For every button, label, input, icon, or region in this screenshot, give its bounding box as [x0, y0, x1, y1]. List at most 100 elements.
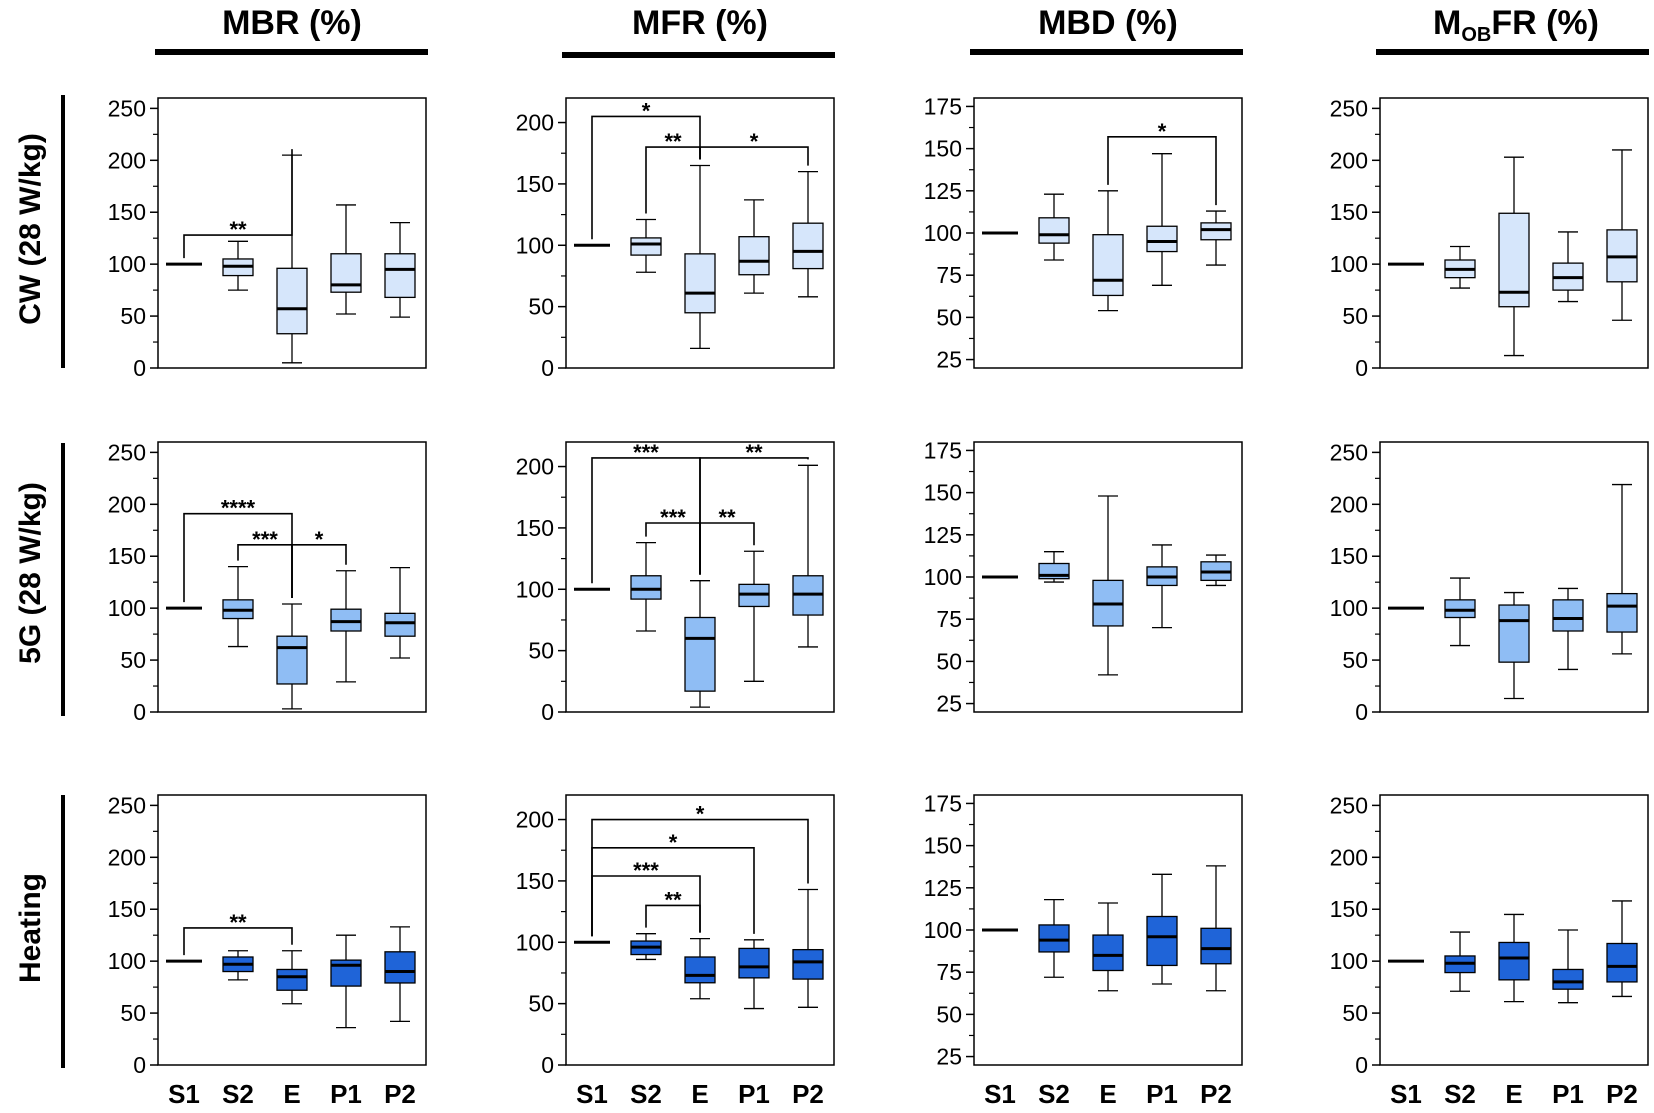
box-P2	[1606, 149, 1638, 321]
plot-frame	[157, 441, 427, 713]
box-S2	[630, 933, 662, 961]
x-tick-label: E	[1505, 1079, 1522, 1109]
y-tick-label: 125	[924, 522, 962, 548]
y-tick-label: 0	[133, 699, 146, 725]
y-tick-label: 50	[528, 991, 554, 1017]
significance-bracket: ***	[237, 527, 293, 598]
y-tick-label: 150	[108, 896, 146, 922]
x-tick-label: S2	[1444, 1079, 1476, 1109]
box-P2	[792, 464, 824, 648]
box-iqr	[1146, 225, 1178, 253]
box-iqr	[738, 236, 770, 276]
significance-label: *	[315, 527, 324, 552]
significance-bracket: *	[591, 98, 701, 240]
x-tick-label: P1	[1552, 1079, 1584, 1109]
bracket-line	[645, 146, 701, 214]
y-tick-label: 200	[516, 454, 554, 480]
x-tick-label: P2	[792, 1079, 824, 1109]
y-tick-label: 0	[541, 1052, 554, 1078]
y-tick-label: 0	[1355, 699, 1368, 725]
box-E	[1498, 913, 1530, 1003]
y-tick-label: 75	[936, 959, 962, 985]
column-title-text: MBD (%)	[1038, 4, 1178, 42]
significance-bracket: ***	[645, 505, 701, 575]
box-P2	[1606, 483, 1638, 655]
y-tick-label: 150	[108, 543, 146, 569]
box-P1	[1146, 873, 1178, 985]
column-title-mobfr: MOBFR (%)	[1376, 4, 1649, 55]
significance-bracket: *	[291, 527, 347, 598]
row-label-text: 5G (28 W/kg)	[14, 482, 47, 664]
box-P1	[1552, 231, 1584, 303]
x-tick-label: P2	[1200, 1079, 1232, 1109]
box-P1	[1552, 929, 1584, 1004]
box-E	[1092, 190, 1124, 312]
box-iqr	[384, 612, 416, 637]
box-E	[276, 603, 308, 710]
box-iqr	[684, 616, 716, 692]
box-E	[684, 164, 716, 350]
box-S2	[1444, 931, 1476, 992]
column-title-mbd: MBD (%)	[970, 4, 1243, 55]
box-E	[1498, 156, 1530, 357]
bracket-line	[699, 457, 809, 575]
y-tick-label: 100	[516, 232, 554, 258]
box-panel-2-2: 25 50 75 100 125 150 175 S1 S2 E P1 P2	[924, 790, 1243, 1109]
y-tick-label: 50	[120, 1000, 146, 1026]
box-iqr	[1200, 222, 1232, 241]
y-tick-label: 50	[936, 648, 962, 674]
column-title-prefix: M	[1433, 4, 1461, 42]
box-iqr	[684, 956, 716, 984]
box-S2	[1038, 193, 1070, 261]
row-label-5g: 5G (28 W/kg)	[14, 443, 65, 716]
y-tick-label: 250	[1330, 792, 1368, 818]
box-panel-0-3: 0 50 100 150 200 250	[1330, 95, 1649, 381]
box-panel-2-0: 0 50 100 150 200 250 S1 S2 E P1 P2 **	[108, 792, 427, 1109]
x-tick-label: E	[691, 1079, 708, 1109]
plot-frame	[1379, 441, 1649, 713]
significance-bracket: **	[645, 129, 701, 214]
box-iqr	[1038, 924, 1070, 953]
significance-label: ***	[252, 527, 278, 552]
bracket-line	[645, 522, 701, 575]
box-iqr	[384, 253, 416, 299]
box-iqr	[1606, 592, 1638, 633]
bracket-line	[591, 875, 701, 937]
x-tick-label: P2	[384, 1079, 416, 1109]
significance-label: *	[669, 830, 678, 855]
column-title-text: MFR (%)	[632, 4, 768, 42]
bracket-line	[183, 927, 293, 956]
x-tick-label: S1	[576, 1079, 608, 1109]
box-iqr	[1552, 599, 1584, 632]
significance-label: **	[745, 440, 763, 465]
box-P2	[1606, 900, 1638, 998]
y-tick-label: 50	[936, 304, 962, 330]
y-tick-label: 125	[924, 178, 962, 204]
row-label-text: Heating	[14, 873, 47, 983]
bracket-line	[183, 149, 293, 259]
box-P1	[738, 199, 770, 294]
box-iqr	[792, 948, 824, 980]
significance-bracket: *	[699, 129, 809, 166]
y-tick-label: 50	[528, 638, 554, 664]
significance-label: ***	[633, 858, 659, 883]
box-panel-2-3: 0 50 100 150 200 250 S1 S2 E P1 P2	[1330, 792, 1649, 1109]
box-iqr	[1038, 217, 1070, 244]
box-S2	[1444, 577, 1476, 647]
y-tick-label: 100	[1330, 948, 1368, 974]
box-P2	[1200, 554, 1232, 587]
bracket-line	[591, 115, 701, 240]
column-title-mfr: MFR (%)	[562, 4, 835, 58]
x-tick-label: E	[283, 1079, 300, 1109]
significance-label: **	[229, 910, 247, 935]
row-label-cw: CW (28 W/kg)	[14, 95, 65, 368]
box-iqr	[276, 968, 308, 991]
box-iqr	[1606, 942, 1638, 983]
y-tick-label: 25	[936, 347, 962, 373]
box-P2	[384, 926, 416, 1023]
box-iqr	[684, 253, 716, 314]
box-panel-1-2: 25 50 75 100 125 150 175	[924, 437, 1243, 717]
y-tick-label: 50	[528, 294, 554, 320]
box-P2	[384, 221, 416, 318]
